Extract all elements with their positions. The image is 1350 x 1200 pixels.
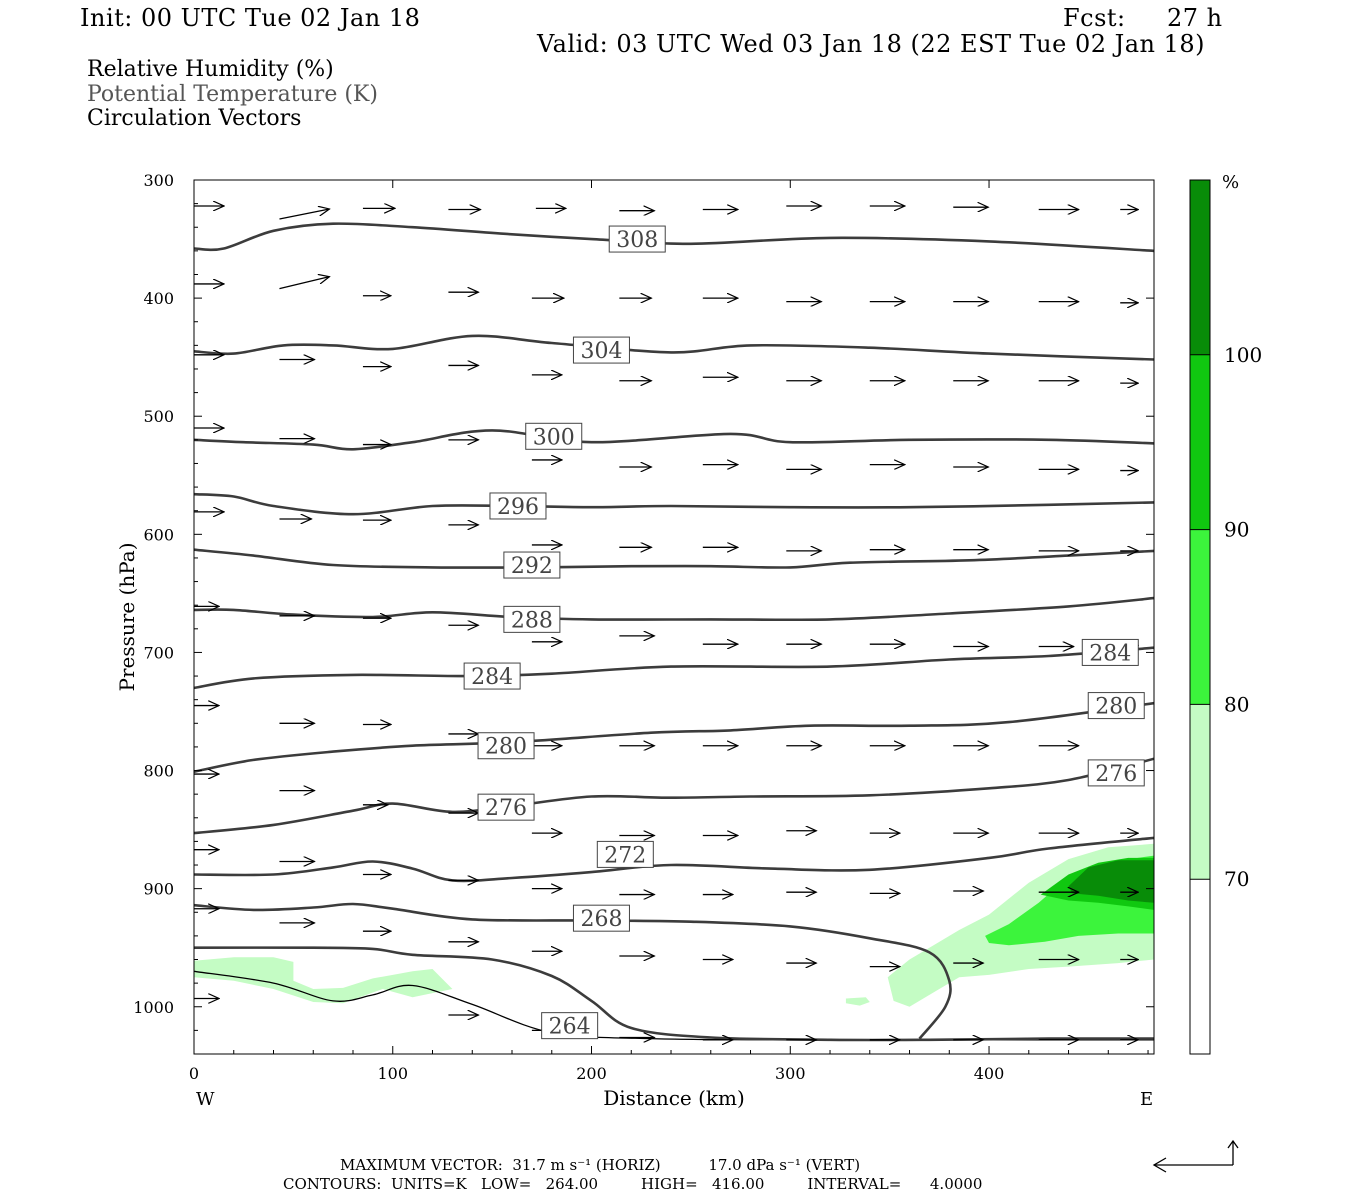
contour-info: CONTOURS: UNITS=K LOW= 264.00 HIGH= 416.… [283, 1175, 983, 1193]
colorbar-segment [1190, 180, 1210, 355]
contour-label: 280 [485, 735, 527, 760]
theta-field-label: Potential Temperature (K) [87, 82, 378, 107]
x-tick-label: 100 [377, 1064, 408, 1083]
colorbar-level-label: 100 [1224, 343, 1262, 367]
theta-contour-268 [194, 902, 952, 1040]
y-tick-label: 400 [143, 289, 174, 308]
contour-label: 292 [511, 554, 553, 579]
contour-label-box [525, 422, 583, 450]
contour-label: 280 [1095, 695, 1137, 720]
contour-label-box [463, 662, 521, 690]
contour-label-box [477, 793, 535, 821]
forecast-label: Fcst: [1063, 4, 1126, 32]
contour-label: 296 [497, 495, 539, 520]
contour-label-box [541, 1012, 599, 1040]
rh-region-70 [194, 957, 453, 1004]
theta-contour-280 [194, 701, 1154, 773]
colorbar-segment [1190, 354, 1210, 530]
x-tick-label: 400 [974, 1064, 1005, 1083]
x-tick-label: 0 [189, 1064, 199, 1083]
valid-time: Valid: 03 UTC Wed 03 Jan 18 (22 EST Tue … [537, 30, 1206, 58]
horizontal-reference-arrowhead-icon [1152, 1157, 1167, 1173]
theta-contour-284 [194, 646, 1154, 690]
contour-label-box [1087, 759, 1145, 787]
colorbar-level-label: 90 [1224, 518, 1249, 542]
contour-label-box [572, 336, 630, 364]
x-tick-label: 300 [775, 1064, 806, 1083]
x-tick-label: 200 [576, 1064, 607, 1083]
surface-line [194, 970, 1154, 1041]
contour-label-box [572, 904, 630, 932]
plot-frame [193, 179, 1155, 1055]
forecast-hour: 27 h [1167, 4, 1223, 32]
circulation-vector [279, 209, 329, 220]
vector-field-label: Circulation Vectors [87, 106, 302, 131]
rh-region-70 [845, 997, 870, 1006]
east-label: E [1140, 1089, 1153, 1110]
contour-label: 276 [1095, 762, 1137, 787]
contour-label: 304 [580, 339, 622, 364]
contour-label: 276 [485, 796, 527, 821]
contour-label-box [503, 551, 561, 579]
colorbar-segment [1190, 529, 1210, 705]
contour-label: 268 [580, 907, 622, 932]
contour-label-box [596, 840, 654, 868]
colorbar-segment [1190, 879, 1210, 1054]
contour-label-box [1087, 692, 1145, 720]
y-tick-label: 800 [143, 762, 174, 781]
contour-label: 288 [511, 608, 553, 633]
contour-label-box [608, 225, 666, 253]
y-tick-label: 600 [143, 525, 174, 544]
y-tick-label: 1000 [133, 998, 174, 1017]
theta-contour-304 [194, 334, 1154, 361]
contour-label: 300 [533, 425, 575, 450]
theta-contour-292 [194, 548, 1154, 569]
contour-label-box [503, 605, 561, 633]
theta-contour-272 [194, 836, 1154, 883]
contour-label: 284 [471, 665, 513, 690]
contour-label: 284 [1089, 641, 1131, 666]
y-tick-label: 300 [143, 171, 174, 190]
colorbar-level-label: 70 [1224, 867, 1249, 891]
theta-contour-288 [194, 596, 1154, 622]
contour-label-box [489, 492, 547, 520]
colorbar-segment [1190, 704, 1210, 880]
x-axis-label: Distance (km) [603, 1086, 745, 1110]
init-time: Init: 00 UTC Tue 02 Jan 18 [80, 4, 421, 32]
contour-label: 272 [604, 843, 646, 868]
y-axis-label: Pressure (hPa) [115, 543, 139, 692]
contour-label: 264 [549, 1015, 591, 1040]
colorbar-unit: % [1222, 172, 1239, 193]
vertical-reference-arrowhead-icon [1227, 1139, 1239, 1149]
theta-contour-300 [194, 429, 1154, 451]
theta-contour-308 [194, 222, 1154, 253]
y-tick-label: 900 [143, 880, 174, 899]
theta-contour-276 [194, 757, 1154, 835]
plot-area [194, 206, 1154, 1040]
max-vector-note: MAXIMUM VECTOR: 31.7 m s⁻¹ (HORIZ) 17.0 … [340, 1156, 861, 1174]
contour-label: 308 [616, 228, 658, 253]
y-tick-label: 700 [143, 643, 174, 662]
circulation-vector [279, 277, 329, 290]
west-label: W [196, 1089, 215, 1110]
colorbar-frame [1189, 179, 1211, 1055]
theta-contour-296 [194, 492, 1154, 516]
colorbar-level-label: 80 [1224, 692, 1249, 716]
y-tick-label: 500 [143, 407, 174, 426]
contour-label-box [1081, 638, 1139, 666]
rh-field-label: Relative Humidity (%) [87, 57, 334, 82]
contour-label-box [477, 732, 535, 760]
